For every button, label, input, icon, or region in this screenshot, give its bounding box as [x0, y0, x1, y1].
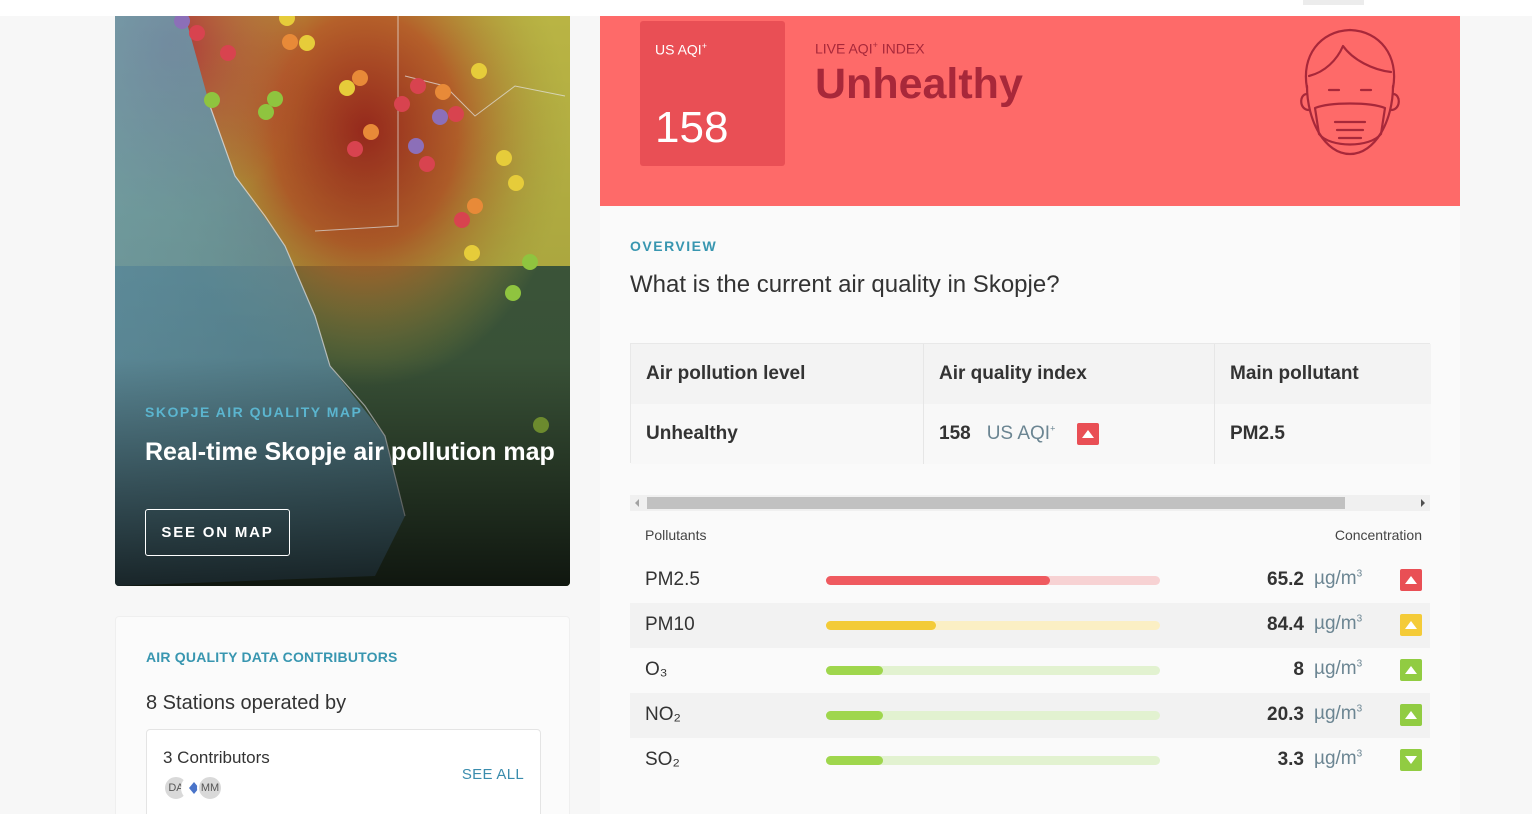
- concentration-header: Concentration: [1334, 527, 1422, 543]
- scrollbar-thumb[interactable]: [647, 497, 1345, 509]
- pollutant-row: SO₂ 3.3 µg/m3: [630, 738, 1430, 783]
- contributors-box[interactable]: 3 Contributors DA MM SEE ALL: [146, 729, 541, 814]
- pollutant-name: NO₂: [645, 704, 681, 725]
- summary-header-row: Air pollution level Air quality index Ma…: [631, 344, 1431, 404]
- aqi-banner: US AQI+ 158 LIVE AQI+ INDEX Unhealthy: [600, 16, 1460, 206]
- pollutant-unit: µg/m3: [1314, 568, 1363, 589]
- map-card[interactable]: SKOPJE AIR QUALITY MAP Real-time Skopje …: [115, 16, 570, 586]
- pollutant-level-bar: [826, 711, 1160, 720]
- pollutant-row: PM2.5 65.2 µg/m3: [630, 558, 1430, 603]
- scroll-left-icon[interactable]: [635, 499, 639, 507]
- pollutant-level-bar: [826, 576, 1160, 585]
- trend-down-icon: [1400, 749, 1422, 771]
- header-main-pollutant: Main pollutant: [1230, 363, 1359, 384]
- pollutant-unit: µg/m3: [1314, 658, 1363, 679]
- pollutant-level-fill: [826, 576, 1050, 585]
- map-caption: SKOPJE AIR QUALITY MAP: [145, 404, 363, 420]
- trend-up-icon: [1077, 423, 1100, 445]
- pollutant-value: 8: [1293, 659, 1304, 680]
- aqi-index-cell: 158 US AQI+: [924, 404, 1215, 464]
- pollutant-unit: µg/m3: [1314, 613, 1363, 634]
- aqi-box-label: US AQI+: [655, 41, 707, 58]
- pollutant-level-fill: [826, 711, 883, 720]
- avatar[interactable]: MM: [197, 775, 223, 801]
- pollutant-name: PM2.5: [645, 569, 700, 590]
- contributors-card: AIR QUALITY DATA CONTRIBUTORS 8 Stations…: [115, 616, 570, 814]
- contributors-caption: AIR QUALITY DATA CONTRIBUTORS: [146, 649, 398, 665]
- pollutant-level-fill: [826, 756, 883, 765]
- pollutant-row: O₃ 8 µg/m3: [630, 648, 1430, 693]
- summary-data-row: Unhealthy 158 US AQI+ PM2.5: [631, 404, 1431, 464]
- pollutant-name: PM10: [645, 614, 695, 635]
- pollutant-level-bar: [826, 621, 1160, 630]
- see-all-link[interactable]: SEE ALL: [461, 766, 524, 783]
- pollutant-name: O₃: [645, 659, 668, 680]
- header-air-quality-index: Air quality index: [924, 344, 1215, 404]
- pollutant-unit: µg/m3: [1314, 703, 1363, 724]
- pollutant-row: NO₂ 20.3 µg/m3: [630, 693, 1430, 738]
- trend-up-icon: [1400, 659, 1422, 681]
- see-on-map-button[interactable]: SEE ON MAP: [145, 509, 290, 556]
- pollutant-value: 3.3: [1277, 749, 1304, 770]
- pollutant-unit: µg/m3: [1314, 748, 1363, 769]
- pollutants-header: Pollutants: [645, 527, 707, 543]
- aqi-value: 158: [655, 103, 729, 152]
- stations-count: 8 Stations operated by: [146, 692, 347, 714]
- live-aqi-label: LIVE AQI+ INDEX: [815, 40, 925, 57]
- trend-up-icon: [1400, 704, 1422, 726]
- scroll-right-icon[interactable]: [1421, 499, 1425, 507]
- aqi-panel: US AQI+ 158 LIVE AQI+ INDEX Unhealthy OV…: [600, 16, 1460, 814]
- aqi-index-value: 158: [939, 423, 971, 444]
- trend-up-icon: [1400, 569, 1422, 591]
- overview-question: What is the current air quality in Skopj…: [630, 271, 1060, 298]
- pollutant-level-fill: [826, 621, 937, 630]
- pollutant-value: 65.2: [1267, 569, 1304, 590]
- pollutant-level-bar: [826, 756, 1160, 765]
- pollutant-row: PM10 84.4 µg/m3: [630, 603, 1430, 648]
- pollutant-value: 84.4: [1267, 614, 1304, 635]
- pollutant-value: 20.3: [1267, 704, 1304, 725]
- air-quality-map-image: [115, 16, 570, 586]
- top-tab-indicator: [1303, 0, 1364, 5]
- header-pollution-level: Air pollution level: [631, 344, 924, 404]
- main-pollutant-value: PM2.5: [1230, 423, 1285, 444]
- mask-face-icon: [1300, 28, 1400, 156]
- trend-up-icon: [1400, 614, 1422, 636]
- contributors-count: 3 Contributors: [163, 748, 270, 767]
- map-markers: [174, 16, 549, 433]
- summary-table: Air pollution level Air quality index Ma…: [630, 343, 1431, 464]
- aqi-status: Unhealthy: [815, 60, 1023, 108]
- aqi-index-unit: US AQI+: [986, 423, 1056, 444]
- pollutant-name: SO₂: [645, 749, 680, 770]
- aqi-value-box: US AQI+ 158: [640, 21, 785, 166]
- pollutant-level-fill: [826, 666, 883, 675]
- pollution-level-value: Unhealthy: [631, 404, 924, 464]
- map-title: Real-time Skopje air pollution map: [145, 438, 555, 466]
- pollutant-level-bar: [826, 666, 1160, 675]
- top-strip: [0, 0, 1532, 16]
- table-scrollbar[interactable]: [630, 495, 1430, 511]
- overview-label: OVERVIEW: [630, 238, 718, 254]
